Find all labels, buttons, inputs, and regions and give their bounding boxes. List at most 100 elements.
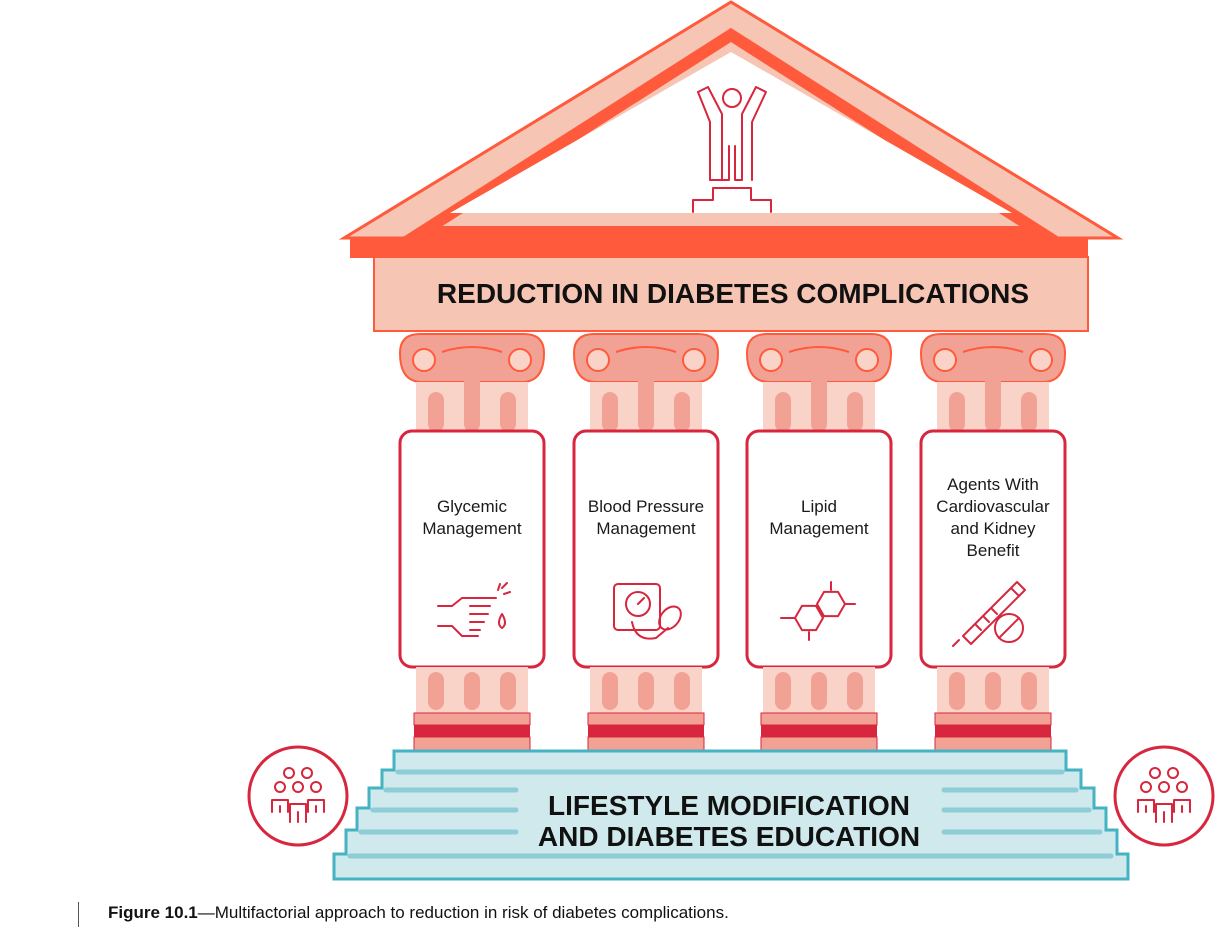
- flute: [674, 672, 690, 710]
- caption-text: —Multifactorial approach to reduction in…: [197, 903, 729, 922]
- plinth: [413, 736, 531, 752]
- flute: [500, 672, 516, 710]
- plinth: [934, 736, 1052, 752]
- gauge-dial: [625, 591, 651, 617]
- hand-outline: [437, 597, 497, 637]
- volute-left: [586, 348, 610, 372]
- plinth: [760, 736, 878, 752]
- pillar-3: Lipid Management: [745, 333, 893, 752]
- flute: [847, 392, 863, 432]
- pillar-label-line-1: Blood Pressure: [588, 497, 704, 516]
- base-band: [935, 725, 1051, 737]
- capital-curve: [441, 346, 503, 353]
- base-band: [588, 725, 704, 737]
- pillar-label-line-1: Lipid: [801, 497, 837, 516]
- capital-curve: [615, 346, 677, 353]
- flute: [985, 672, 1001, 710]
- step-lines: [347, 769, 1114, 859]
- caption-label: Figure 10.1: [108, 903, 198, 922]
- roof: REDUCTION IN DIABETES COMPLICATIONS: [338, 0, 1124, 332]
- base-ring: [587, 712, 705, 726]
- flute: [602, 672, 618, 710]
- pillar-label-line-1: Glycemic: [437, 497, 507, 516]
- pillar-1: Glycemic Management: [398, 333, 546, 752]
- base-title-line-1: LIFESTYLE MODIFICATION: [548, 790, 910, 821]
- blood-pressure-monitor-icon: [613, 583, 682, 640]
- pillar-label-line-1: Agents With: [947, 475, 1039, 494]
- molecule-icon: [780, 581, 856, 641]
- capital: [398, 333, 546, 383]
- flute: [985, 372, 1001, 432]
- monitor-case: [613, 583, 661, 631]
- capital-curve: [788, 346, 850, 353]
- capital: [572, 333, 720, 383]
- pillar-panel: [398, 429, 546, 669]
- bulb: [658, 605, 682, 631]
- pillar-panel: [572, 429, 720, 669]
- bonds: [780, 581, 856, 641]
- flute: [428, 672, 444, 710]
- base-steps: LIFESTYLE MODIFICATION AND DIABETES EDUC…: [332, 749, 1130, 881]
- flute: [1021, 392, 1037, 432]
- figure-caption: Figure 10.1—Multifactorial approach to r…: [108, 903, 729, 923]
- flute: [811, 672, 827, 710]
- finger-prick-icon: [437, 582, 511, 637]
- flute: [949, 392, 965, 432]
- roof-inner-band: [401, 27, 1061, 238]
- flute: [638, 672, 654, 710]
- flute: [464, 672, 480, 710]
- group-people-icon-left: [247, 745, 349, 847]
- base-band: [414, 725, 530, 737]
- volute-right: [1029, 348, 1053, 372]
- caption-rule: [78, 902, 79, 927]
- volute-left: [759, 348, 783, 372]
- flute: [674, 392, 690, 432]
- base-ring: [413, 712, 531, 726]
- pillar-panel: [745, 429, 893, 669]
- plinth: [587, 736, 705, 752]
- capital: [919, 333, 1067, 383]
- blood-drop: [498, 613, 506, 629]
- flute: [949, 672, 965, 710]
- injection-pen-icon: [952, 581, 1026, 647]
- base-ring: [760, 712, 878, 726]
- pillar-label-line-2: Management: [769, 519, 869, 538]
- volute-left: [412, 348, 436, 372]
- pen-body: [952, 581, 1026, 647]
- roof-frieze: [373, 256, 1089, 332]
- base-title-line-2: AND DIABETES EDUCATION: [538, 821, 920, 852]
- flute: [775, 392, 791, 432]
- volute-left: [933, 348, 957, 372]
- tube: [631, 597, 669, 640]
- pen-marks: [974, 607, 998, 631]
- roof-inner: [450, 52, 1012, 213]
- pillar-4: Agents With Cardiovascular and Kidney Benef…: [919, 333, 1067, 752]
- flute: [775, 672, 791, 710]
- prick-lines: [497, 582, 511, 595]
- pillar-label-line-4: Benefit: [967, 541, 1020, 560]
- flute: [1021, 672, 1037, 710]
- flute: [602, 392, 618, 432]
- capital: [745, 333, 893, 383]
- ring-right: [816, 590, 846, 618]
- roof-title: REDUCTION IN DIABETES COMPLICATIONS: [437, 278, 1029, 309]
- volute-right: [682, 348, 706, 372]
- pillars: Glycemic Management Blood Pressure Manageme…: [398, 333, 1067, 752]
- flute: [428, 392, 444, 432]
- pill-line: [998, 617, 1020, 639]
- base-ring: [934, 712, 1052, 726]
- flute: [464, 372, 480, 432]
- pill: [994, 613, 1024, 643]
- pillar-label-line-3: and Kidney: [950, 519, 1036, 538]
- volute-right: [508, 348, 532, 372]
- group-people-icon-right: [1113, 745, 1215, 847]
- flute: [638, 372, 654, 432]
- volute-right: [855, 348, 879, 372]
- pillar-label-line-2: Cardiovascular: [936, 497, 1050, 516]
- pillar-2: Blood Pressure Management: [572, 333, 720, 752]
- pillar-label-line-2: Management: [596, 519, 696, 538]
- base-band: [761, 725, 877, 737]
- flute: [847, 672, 863, 710]
- capital-curve: [962, 346, 1024, 353]
